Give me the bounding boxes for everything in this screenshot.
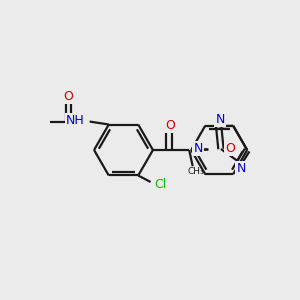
- Text: N: N: [215, 113, 225, 126]
- Text: O: O: [225, 142, 235, 155]
- Text: N: N: [236, 162, 246, 175]
- Text: CH₃: CH₃: [187, 167, 204, 176]
- Text: N: N: [193, 142, 203, 155]
- Text: O: O: [165, 119, 175, 132]
- Text: O: O: [64, 90, 74, 103]
- Text: Cl: Cl: [154, 178, 166, 191]
- Text: NH: NH: [66, 114, 84, 127]
